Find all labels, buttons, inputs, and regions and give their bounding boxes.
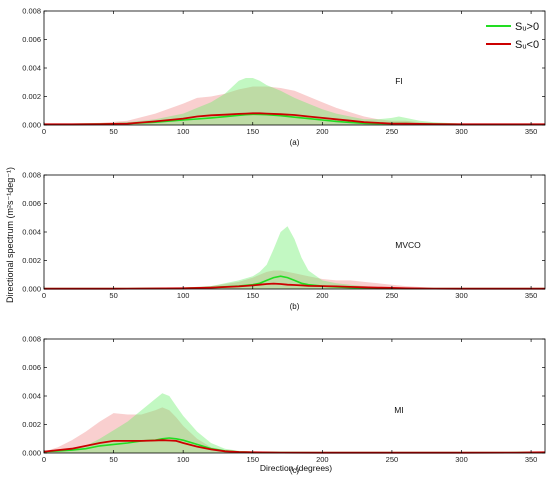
panel-1: 0 50 100 150 200 250 300 350 0.000 0.002 0.004 0.00…	[22, 7, 546, 147]
x-tick-label: 0	[42, 127, 46, 136]
panel-3: 0 50 100 150 200 250 300 350 0.000 0.002 0.004 0.00…	[22, 335, 546, 475]
x-tick-label: 150	[246, 455, 259, 464]
y-tick-label: 0.008	[22, 7, 41, 16]
site-label: MVCO	[395, 240, 421, 250]
x-tick-label: 0	[42, 291, 46, 300]
x-tick-label: 0	[42, 455, 46, 464]
legend-label-positive: Sᵤ>0	[515, 21, 539, 33]
panel-2: 0 50 100 150 200 250 300 350 0.000 0.002 0.004 0.00…	[22, 171, 546, 311]
x-axis-label: Direction (degrees)	[260, 463, 332, 473]
y-tick-label: 0.002	[22, 256, 41, 265]
x-tick-label: 250	[386, 291, 399, 300]
x-tick-label: 350	[525, 127, 538, 136]
x-tick-label: 250	[386, 455, 399, 464]
panel-label: (a)	[290, 138, 300, 147]
y-tick-label: 0.004	[22, 392, 41, 401]
panel-label: (b)	[290, 302, 300, 311]
y-tick-label: 0.000	[22, 121, 41, 130]
spread-area-positive	[44, 226, 545, 289]
spread-area-negative	[44, 86, 545, 125]
x-tick-label: 300	[455, 127, 468, 136]
x-tick-label: 250	[386, 127, 399, 136]
x-tick-label: 200	[316, 455, 329, 464]
x-tick-label: 300	[455, 455, 468, 464]
x-tick-label: 150	[246, 291, 259, 300]
x-tick-label: 100	[177, 455, 190, 464]
x-tick-label: 50	[109, 127, 117, 136]
x-tick-label: 200	[316, 127, 329, 136]
legend-label-negative: Sᵤ<0	[515, 39, 539, 51]
y-tick-label: 0.006	[22, 199, 41, 208]
x-tick-label: 200	[316, 291, 329, 300]
x-tick-label: 350	[525, 455, 538, 464]
panel-label: (c)	[290, 466, 300, 475]
panels: 0 50 100 150 200 250 300 350 0.000 0.002 0.004 0.00…	[22, 7, 546, 475]
x-tick-label: 300	[455, 291, 468, 300]
x-tick-label: 50	[109, 455, 117, 464]
x-tick-label: 350	[525, 291, 538, 300]
y-tick-label: 0.002	[22, 92, 41, 101]
mean-line-negative	[44, 112, 545, 126]
y-tick-label: 0.004	[22, 64, 41, 73]
y-tick-label: 0.000	[22, 449, 41, 458]
y-tick-label: 0.006	[22, 35, 41, 44]
x-tick-label: 50	[109, 291, 117, 300]
y-tick-label: 0.006	[22, 363, 41, 372]
x-tick-label: 100	[177, 291, 190, 300]
legend: Sᵤ>0 Sᵤ<0	[486, 21, 539, 51]
y-axis-label: Directional spectrum (m²s⁻¹deg⁻¹)	[5, 167, 15, 303]
y-tick-label: 0.008	[22, 335, 41, 344]
spread-area-negative	[44, 407, 545, 453]
x-tick-label: 100	[177, 127, 190, 136]
x-tick-label: 150	[246, 127, 259, 136]
site-label: FI	[395, 76, 403, 86]
site-label: MI	[394, 405, 403, 415]
y-tick-label: 0.000	[22, 285, 41, 294]
y-tick-label: 0.004	[22, 228, 41, 237]
mean-line-negative	[44, 282, 545, 290]
y-tick-label: 0.002	[22, 420, 41, 429]
spread-area-positive	[44, 78, 545, 125]
y-tick-label: 0.008	[22, 171, 41, 180]
